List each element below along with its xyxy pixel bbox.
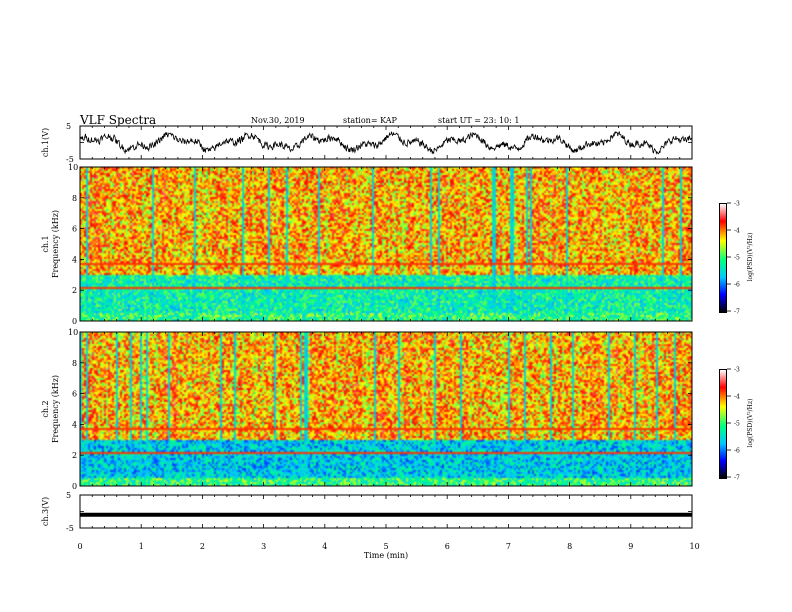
colorbar-tick-label: -4	[734, 394, 740, 401]
frequency-axis-label: Frequency (kHz)	[51, 210, 60, 278]
y-tick-label: 0	[72, 317, 77, 326]
x-tick-label: 4	[322, 542, 327, 551]
figure-title: VLF Spectra	[80, 113, 157, 127]
start-time-label: start UT = 23: 10: 1	[438, 116, 520, 125]
colorbar-tick-label: -3	[734, 367, 740, 374]
y-tick-label: 4	[72, 420, 77, 429]
channel-label: ch.2	[41, 400, 50, 417]
colorbar-tick-label: -6	[734, 282, 740, 289]
y-tick-label: 5	[66, 491, 71, 500]
frequency-axis-label: Frequency (kHz)	[51, 375, 60, 443]
x-tick-label: 8	[567, 542, 572, 551]
y-tick-label: -5	[66, 155, 74, 164]
colorbar-tick-label: -6	[734, 448, 740, 455]
panel-frame-3	[79, 331, 693, 487]
date-label: Nov.30, 2019	[251, 116, 305, 125]
y-tick-label: 2	[72, 286, 77, 295]
colorbar-label: log(PSD)(V²/Hz)	[747, 233, 754, 282]
y-tick-label: 6	[72, 225, 77, 234]
x-tick-label: 9	[628, 542, 633, 551]
x-tick-label: 0	[78, 542, 83, 551]
y-tick-label: 0	[72, 482, 77, 491]
x-axis-label: Time (min)	[364, 551, 408, 560]
colorbar-tick-label: -3	[734, 201, 740, 208]
y-tick-label: 2	[72, 451, 77, 460]
colorbar-tick-label: -7	[734, 309, 740, 316]
x-tick-label: 2	[200, 542, 205, 551]
panel-frame-2	[79, 166, 693, 322]
colorbar-tick-label: -5	[734, 255, 740, 262]
y-axis-label: ch.3(V)	[41, 497, 50, 526]
y-tick-label: 10	[68, 328, 78, 337]
colorbar-ch2	[719, 369, 727, 479]
y-tick-label: 10	[68, 163, 78, 172]
y-tick-label: 5	[66, 122, 71, 131]
x-tick-label: 10	[690, 542, 700, 551]
colorbar-tick-label: -7	[734, 475, 740, 482]
colorbar-ch1	[719, 203, 727, 313]
spectrogram-ch2	[80, 332, 692, 486]
y-axis-label: ch.1(V)	[41, 128, 50, 157]
ch1-trace	[79, 130, 693, 155]
x-tick-label: 3	[261, 542, 266, 551]
colorbar-tick-label: -4	[734, 228, 740, 235]
y-tick-label: 4	[72, 255, 77, 264]
station-label: station= KAP	[343, 116, 397, 125]
y-tick-label: 8	[72, 194, 77, 203]
y-tick-label: 8	[72, 359, 77, 368]
x-tick-label: 7	[506, 542, 511, 551]
y-tick-label: 6	[72, 390, 77, 399]
panel-frame-4	[79, 494, 693, 529]
channel-label: ch.1	[41, 235, 50, 252]
x-tick-label: 6	[445, 542, 450, 551]
spectrogram-ch1	[80, 167, 692, 321]
colorbar-label: log(PSD)(V²/Hz)	[747, 399, 754, 448]
colorbar-tick-label: -5	[734, 421, 740, 428]
y-tick-label: -5	[66, 524, 74, 533]
x-tick-label: 5	[384, 542, 389, 551]
x-tick-label: 1	[139, 542, 144, 551]
